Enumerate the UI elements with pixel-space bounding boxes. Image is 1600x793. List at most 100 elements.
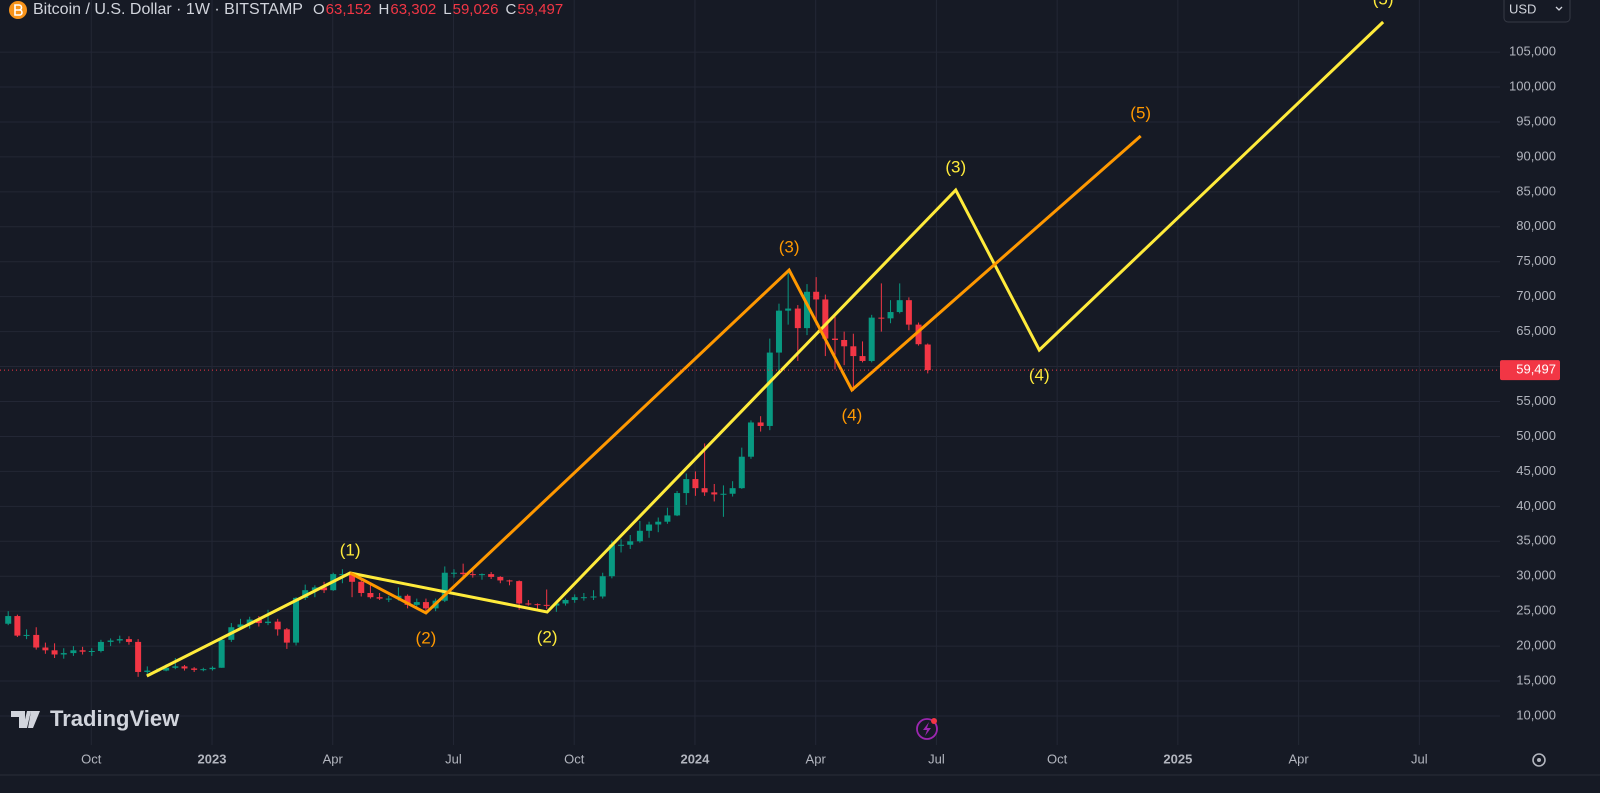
candle-body	[655, 521, 662, 525]
wave-label: (3)	[945, 158, 966, 177]
candle-body	[646, 524, 653, 531]
events-bolt[interactable]	[923, 722, 931, 736]
candle-body	[599, 576, 606, 597]
candle-body	[172, 666, 179, 668]
settings-icon-center[interactable]	[1537, 758, 1541, 762]
wave-label: (2)	[537, 627, 558, 646]
candle-body	[850, 346, 857, 357]
candle-body	[571, 597, 578, 600]
x-tick-label: Jul	[445, 751, 462, 766]
y-tick-label: 95,000	[1516, 113, 1556, 128]
candle-body	[729, 488, 736, 494]
y-tick-label: 40,000	[1516, 498, 1556, 513]
x-tick-label: Oct	[1047, 751, 1068, 766]
candle-body	[450, 572, 457, 574]
candle-body	[107, 640, 114, 642]
candle-body	[813, 291, 820, 300]
candle-body	[51, 650, 58, 655]
candle-body	[878, 317, 885, 319]
y-tick-label: 50,000	[1516, 428, 1556, 443]
candle-body	[785, 308, 792, 311]
candle-body	[636, 530, 643, 542]
candle-body	[664, 515, 671, 522]
plot-area	[5, 20, 1385, 678]
candle-body	[534, 604, 541, 606]
candle-body	[701, 488, 708, 493]
candle-body	[265, 621, 272, 624]
currency-caret[interactable]	[1555, 6, 1563, 11]
grid	[0, 0, 1500, 745]
wave-label: (1)	[340, 540, 361, 559]
candle-body	[478, 574, 485, 576]
candle-body	[116, 639, 123, 641]
wave-line	[349, 134, 1142, 615]
candle-body	[125, 639, 132, 642]
candle-body	[209, 667, 216, 670]
candle-body	[766, 352, 773, 426]
candle-body	[580, 597, 587, 599]
currency-label[interactable]: USD	[1509, 1, 1536, 16]
watermark-logo	[11, 711, 40, 728]
legend-value: 59,497	[517, 1, 563, 18]
candle-body	[311, 587, 318, 591]
candle-body	[255, 619, 262, 624]
candle-body	[460, 572, 467, 575]
candle-body	[422, 602, 429, 609]
candle-body	[200, 669, 207, 671]
legend-key: L	[443, 1, 451, 18]
candle-body	[367, 592, 374, 598]
chart-title: Bitcoin / U.S. Dollar · 1W · BITSTAMP	[33, 1, 303, 18]
legend-key: O	[313, 1, 325, 18]
candle-body	[163, 667, 170, 671]
candle-body	[274, 621, 281, 630]
x-tick-label: Apr	[806, 751, 827, 766]
candle-body	[349, 574, 356, 582]
candle-body	[516, 581, 523, 604]
candle-body	[896, 300, 903, 313]
candle-body	[803, 291, 810, 329]
y-tick-label: 100,000	[1509, 78, 1556, 93]
candle-body	[302, 590, 309, 598]
wave-label: (5)	[1130, 103, 1151, 122]
x-tick-label: Apr	[323, 751, 344, 766]
candle-body	[683, 479, 690, 494]
settings-icon[interactable]	[1532, 753, 1546, 767]
events-dot	[931, 718, 937, 724]
candle-body	[618, 544, 625, 546]
x-tick-label: 2024	[680, 751, 710, 766]
candle-body	[14, 616, 21, 636]
last-price-label: 59,497	[1516, 362, 1556, 377]
currency-button[interactable]	[1503, 0, 1571, 23]
x-tick-label: Apr	[1288, 751, 1309, 766]
x-tick-label: Oct	[564, 751, 585, 766]
candle-body	[488, 574, 495, 577]
last-price-tag	[1500, 360, 1560, 381]
candle-body	[237, 624, 244, 628]
x-tick-label: Oct	[81, 751, 102, 766]
candle-body	[79, 650, 86, 652]
wave-label: (2)	[416, 628, 437, 647]
candle-body	[859, 356, 866, 361]
candle-body	[191, 668, 198, 670]
events-icon[interactable]	[916, 718, 938, 740]
y-tick-label: 20,000	[1516, 638, 1556, 653]
x-tick-label: 2023	[198, 751, 227, 766]
wave-label: (4)	[842, 405, 863, 424]
candle-body	[924, 344, 931, 371]
candle-body	[775, 310, 782, 353]
candle-body	[543, 604, 550, 606]
candle-body	[246, 619, 253, 625]
y-tick-label: 30,000	[1516, 568, 1556, 583]
candle-body	[376, 597, 383, 599]
candle-body	[70, 650, 77, 654]
wave-label: (3)	[779, 238, 800, 257]
candle-body	[97, 641, 104, 652]
y-tick-label: 85,000	[1516, 183, 1556, 198]
candle-body	[841, 340, 848, 347]
candle-body	[720, 493, 727, 495]
candle-body	[525, 603, 532, 605]
candle-body	[747, 422, 754, 457]
legend-value: 63,302	[390, 1, 436, 18]
